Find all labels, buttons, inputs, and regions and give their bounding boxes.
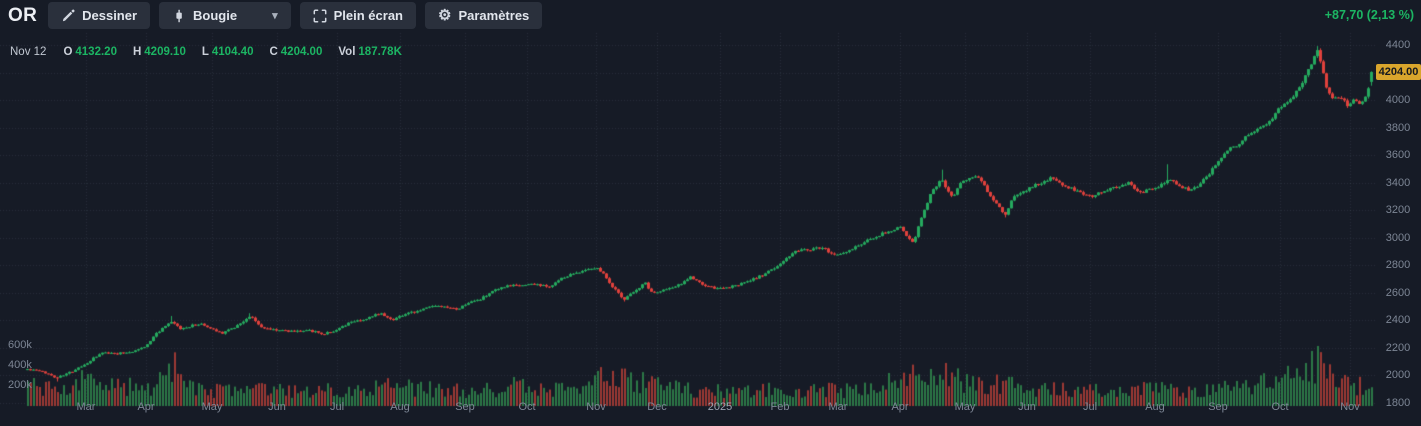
time-tick-label: Mar [828,401,848,413]
toolbar: OR Dessiner Bougie ▾ Plein écran ⚙ Param… [8,1,543,30]
price-tick-label: 2400 [1385,314,1411,327]
price-tick-label: 4400 [1385,39,1411,51]
volume-tick-label: 200k [8,379,32,391]
draw-button[interactable]: Dessiner [48,2,151,29]
candle-type-dropdown[interactable]: Bougie ▾ [159,2,291,29]
price-tick-label: 4000 [1385,94,1411,107]
chevron-down-icon: ▾ [272,10,278,22]
time-axis[interactable]: Mar Apr May Jun Jul Aug Sep Oct Nov Dec 2025 Feb Mar… [0,401,1377,419]
time-tick-label: Dec [647,401,667,413]
price-tick-label: 3000 [1385,231,1411,244]
price-change-text: +87,70 (2,13 %) [1324,8,1414,22]
last-price-badge: 4204.00 [1376,64,1421,80]
time-tick-label: Jun [268,401,286,413]
time-tick-label: Aug [1145,401,1165,413]
time-tick-label: Feb [770,401,790,413]
ohlc-legend: Nov 12 O 4132.20 H 4209.10 L 4104.40 C 4… [10,46,418,58]
legend-high: H 4209.10 [132,46,186,58]
candle-type-label: Bougie [193,8,238,23]
settings-button-label: Paramètres [458,8,530,23]
time-tick-label: Jun [1018,401,1036,413]
time-tick-label: Nov [586,401,606,413]
symbol-title: OR [8,4,38,26]
volume-axis: 600k 400k 200k [8,0,48,426]
time-tick-label: Oct [518,401,536,413]
legend-open: O 4132.20 [63,46,117,58]
time-tick-label: 2025 [707,401,733,413]
time-tick-label: Apr [137,401,155,413]
price-tick-label: 3600 [1385,149,1411,162]
time-tick-label: Aug [390,401,410,413]
time-tick-label: May [201,401,223,413]
pencil-icon [63,9,75,21]
legend-date: Nov 12 [10,46,47,58]
time-tick-label: Sep [1208,401,1228,413]
legend-low: L 4104.40 [201,46,254,58]
time-tick-label: Sep [455,401,475,413]
draw-button-label: Dessiner [82,8,138,23]
time-tick-label: May [954,401,976,413]
price-tick-label: 3400 [1385,176,1411,189]
legend-volume: Vol 187.78K [338,46,402,58]
time-tick-label: Jul [1082,401,1098,413]
time-tick-label: Nov [1340,401,1360,413]
settings-button[interactable]: ⚙ Paramètres [425,2,543,29]
candlestick-icon [176,9,182,22]
fullscreen-icon [313,9,327,22]
volume-tick-label: 600k [8,339,32,351]
fullscreen-button-label: Plein écran [333,8,403,23]
time-tick-label: Jul [329,401,345,413]
price-tick-label: 3200 [1385,204,1411,217]
gear-icon: ⚙ [438,7,452,24]
legend-close: C 4204.00 [269,46,323,58]
volume-tick-label: 400k [8,359,32,371]
time-tick-label: Apr [891,401,909,413]
fullscreen-button[interactable]: Plein écran [299,2,416,29]
price-tick-label: 2800 [1385,259,1411,272]
price-tick-label: 1800 [1385,397,1411,409]
price-tick-label: 2000 [1385,369,1411,382]
time-tick-label: Mar [76,401,96,413]
price-tick-label: 3800 [1385,121,1411,134]
price-tick-label: 2600 [1385,286,1411,299]
time-tick-label: Oct [1271,401,1289,413]
price-axis[interactable]: 4400420040003800360034003200300028002600… [1377,0,1421,426]
price-tick-label: 2200 [1385,341,1411,354]
